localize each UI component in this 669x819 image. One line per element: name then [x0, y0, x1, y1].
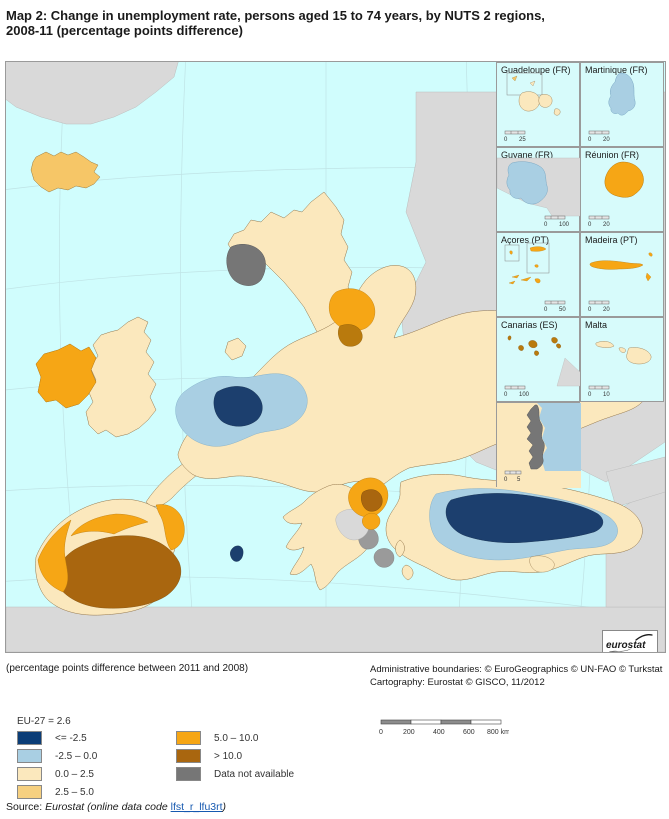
svg-text:200: 200 [403, 729, 415, 736]
svg-text:0: 0 [588, 137, 592, 143]
svg-text:10: 10 [603, 392, 610, 398]
svg-text:20: 20 [603, 137, 610, 143]
svg-text:0: 0 [544, 222, 548, 228]
svg-text:100: 100 [559, 222, 570, 228]
svg-text:800 km: 800 km [487, 729, 509, 736]
svg-text:25: 25 [519, 137, 526, 143]
svg-text:0: 0 [379, 729, 383, 736]
svg-text:600: 600 [463, 729, 475, 736]
svg-text:20: 20 [603, 222, 610, 228]
svg-text:0: 0 [588, 392, 592, 398]
svg-text:400: 400 [433, 729, 445, 736]
svg-text:50: 50 [559, 307, 566, 313]
svg-text:100: 100 [519, 392, 530, 398]
svg-text:0: 0 [504, 392, 508, 398]
svg-text:0: 0 [544, 307, 548, 313]
svg-text:0: 0 [588, 307, 592, 313]
svg-text:0: 0 [588, 222, 592, 228]
svg-text:20: 20 [603, 307, 610, 313]
svg-text:0: 0 [504, 137, 508, 143]
svg-text:eurostat: eurostat [606, 640, 646, 651]
